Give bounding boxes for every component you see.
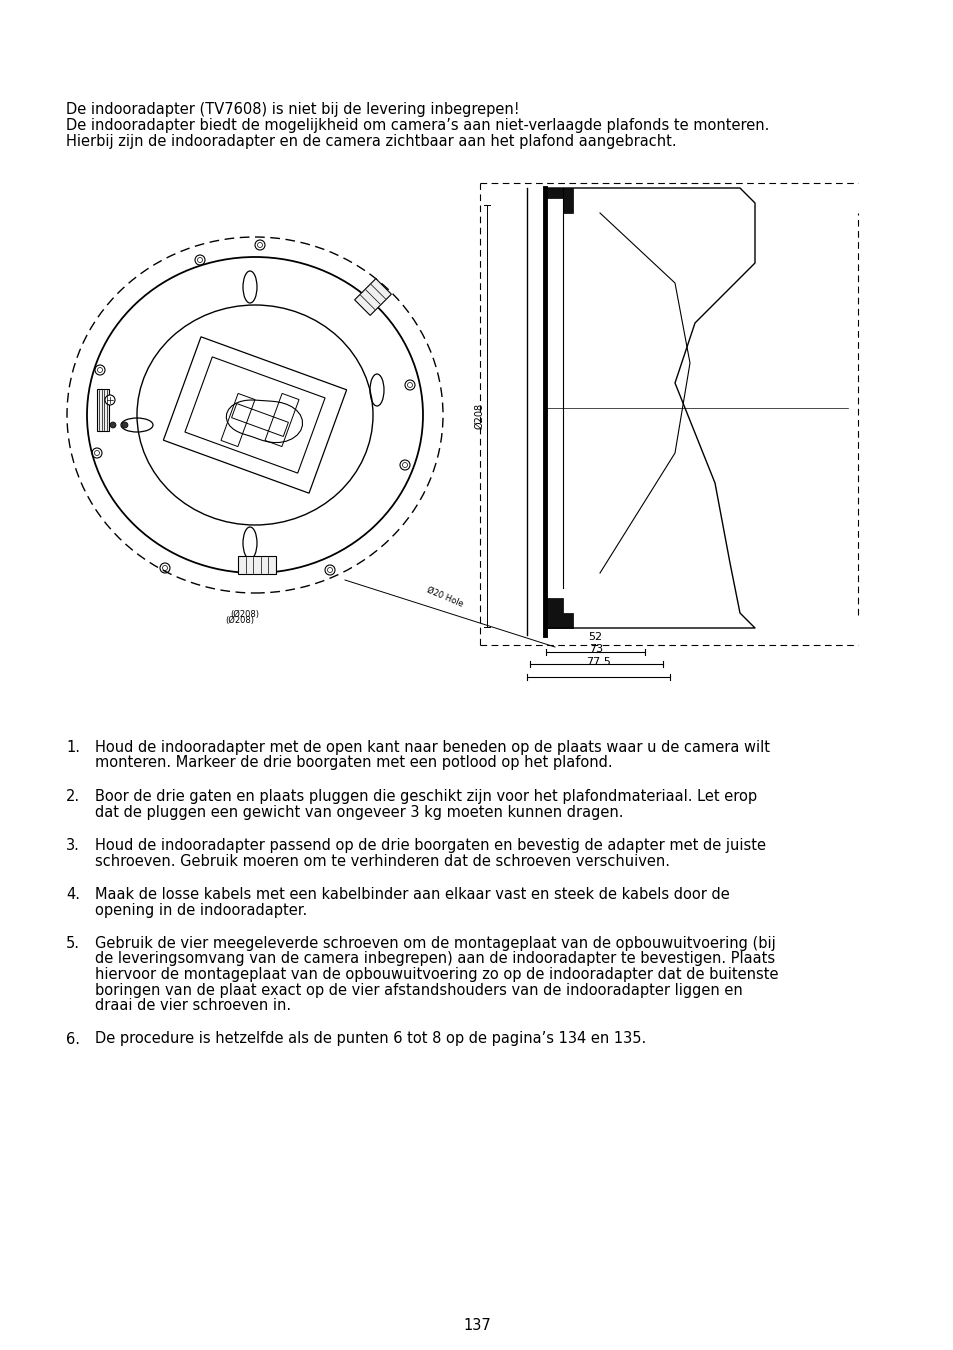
Text: Ø20 Hole: Ø20 Hole bbox=[425, 585, 464, 609]
Text: De indooradapter biedt de mogelijkheid om camera’s aan niet-verlaagde plafonds t: De indooradapter biedt de mogelijkheid o… bbox=[66, 117, 768, 134]
Text: opening in de indooradapter.: opening in de indooradapter. bbox=[95, 903, 307, 918]
Text: Gebruik de vier meegeleverde schroeven om de montageplaat van de opbouwuitvoerin: Gebruik de vier meegeleverde schroeven o… bbox=[95, 936, 775, 950]
Text: Houd de indooradapter passend op de drie boorgaten en bevestig de adapter met de: Houd de indooradapter passend op de drie… bbox=[95, 838, 765, 853]
Text: 2.: 2. bbox=[66, 788, 80, 805]
Polygon shape bbox=[97, 389, 109, 431]
Circle shape bbox=[110, 423, 116, 428]
Text: 1.: 1. bbox=[66, 740, 80, 755]
Circle shape bbox=[122, 423, 128, 428]
Text: 5.: 5. bbox=[66, 936, 80, 950]
Polygon shape bbox=[355, 278, 391, 316]
Polygon shape bbox=[237, 556, 275, 574]
Polygon shape bbox=[545, 598, 573, 628]
Text: (Ø208): (Ø208) bbox=[225, 616, 254, 625]
Text: De procedure is hetzelfde als de punten 6 tot 8 op de pagina’s 134 en 135.: De procedure is hetzelfde als de punten … bbox=[95, 1031, 645, 1046]
Text: 3.: 3. bbox=[66, 838, 80, 853]
Text: Ø208: Ø208 bbox=[474, 402, 483, 429]
Text: schroeven. Gebruik moeren om te verhinderen dat de schroeven verschuiven.: schroeven. Gebruik moeren om te verhinde… bbox=[95, 853, 669, 868]
Text: 4.: 4. bbox=[66, 887, 80, 902]
Text: dat de pluggen een gewicht van ongeveer 3 kg moeten kunnen dragen.: dat de pluggen een gewicht van ongeveer … bbox=[95, 805, 623, 819]
Text: Hierbij zijn de indooradapter en de camera zichtbaar aan het plafond aangebracht: Hierbij zijn de indooradapter en de came… bbox=[66, 134, 676, 148]
Text: boringen van de plaat exact op de vier afstandshouders van de indooradapter ligg: boringen van de plaat exact op de vier a… bbox=[95, 983, 742, 998]
Text: 6.: 6. bbox=[66, 1031, 80, 1046]
Text: 73: 73 bbox=[589, 644, 603, 653]
Text: draai de vier schroeven in.: draai de vier schroeven in. bbox=[95, 998, 291, 1012]
Text: (Ø208): (Ø208) bbox=[231, 610, 259, 620]
Text: de leveringsomvang van de camera inbegrepen) aan de indooradapter te bevestigen.: de leveringsomvang van de camera inbegre… bbox=[95, 952, 774, 967]
Circle shape bbox=[105, 396, 115, 405]
Text: Boor de drie gaten en plaats pluggen die geschikt zijn voor het plafondmateriaal: Boor de drie gaten en plaats pluggen die… bbox=[95, 788, 757, 805]
Polygon shape bbox=[545, 188, 573, 213]
Text: Houd de indooradapter met de open kant naar beneden op de plaats waar u de camer: Houd de indooradapter met de open kant n… bbox=[95, 740, 769, 755]
Text: Maak de losse kabels met een kabelbinder aan elkaar vast en steek de kabels door: Maak de losse kabels met een kabelbinder… bbox=[95, 887, 729, 902]
Text: De indooradapter (TV7608) is niet bij de levering inbegrepen!: De indooradapter (TV7608) is niet bij de… bbox=[66, 103, 519, 117]
Text: 137: 137 bbox=[462, 1318, 491, 1332]
Text: 77.5: 77.5 bbox=[585, 657, 610, 667]
Text: hiervoor de montageplaat van de opbouwuitvoering zo op de indooradapter dat de b: hiervoor de montageplaat van de opbouwui… bbox=[95, 967, 778, 981]
Text: 52: 52 bbox=[588, 632, 602, 643]
Text: monteren. Markeer de drie boorgaten met een potlood op het plafond.: monteren. Markeer de drie boorgaten met … bbox=[95, 756, 612, 771]
